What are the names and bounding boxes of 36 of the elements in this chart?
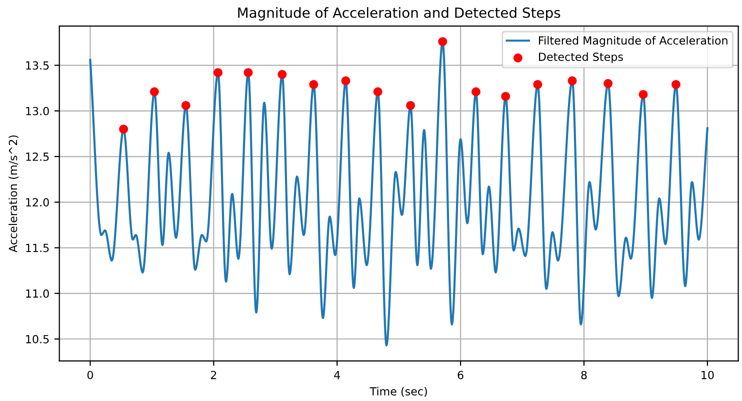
y-tick-label: 11.5 [26, 244, 49, 252]
point [533, 80, 542, 89]
point [278, 70, 287, 79]
x-tick-label: 8 [581, 370, 587, 380]
point [244, 68, 253, 78]
point [471, 87, 480, 96]
x-axis-title: Time (sec) [370, 386, 427, 397]
y-tick-label: 13.5 [26, 61, 49, 70]
y-tick-label: 13.0 [26, 106, 49, 116]
y-tick-label: 12.5 [26, 152, 49, 161]
point [309, 80, 318, 89]
point [341, 76, 350, 86]
point [438, 37, 448, 46]
y-axis-title: Acceleration (m/s^2) [8, 135, 18, 252]
legend-label: Detected Steps [539, 52, 623, 64]
point [406, 100, 416, 110]
x-tick-label: 10 [702, 370, 714, 380]
chart-title: Magnitude of Acceleration and Detected Steps [238, 7, 560, 21]
point [568, 76, 577, 86]
x-tick-label: 6 [458, 370, 464, 380]
point [213, 68, 222, 78]
y-tick-label: 10.5 [26, 334, 49, 344]
y-tick-label: 11.0 [26, 289, 49, 298]
point [604, 79, 613, 88]
point [671, 80, 680, 89]
x-tick-label: 2 [210, 370, 216, 380]
point [119, 124, 128, 134]
x-tick-label: 4 [334, 370, 340, 380]
point [638, 90, 648, 99]
x-tick-label: 0 [87, 370, 94, 380]
point [373, 87, 382, 96]
point [150, 87, 159, 96]
point [181, 100, 190, 110]
point [501, 92, 510, 101]
y-tick-label: 12.0 [26, 198, 49, 207]
legend-label: Filtered Magnitude of Acceleration [539, 36, 728, 47]
